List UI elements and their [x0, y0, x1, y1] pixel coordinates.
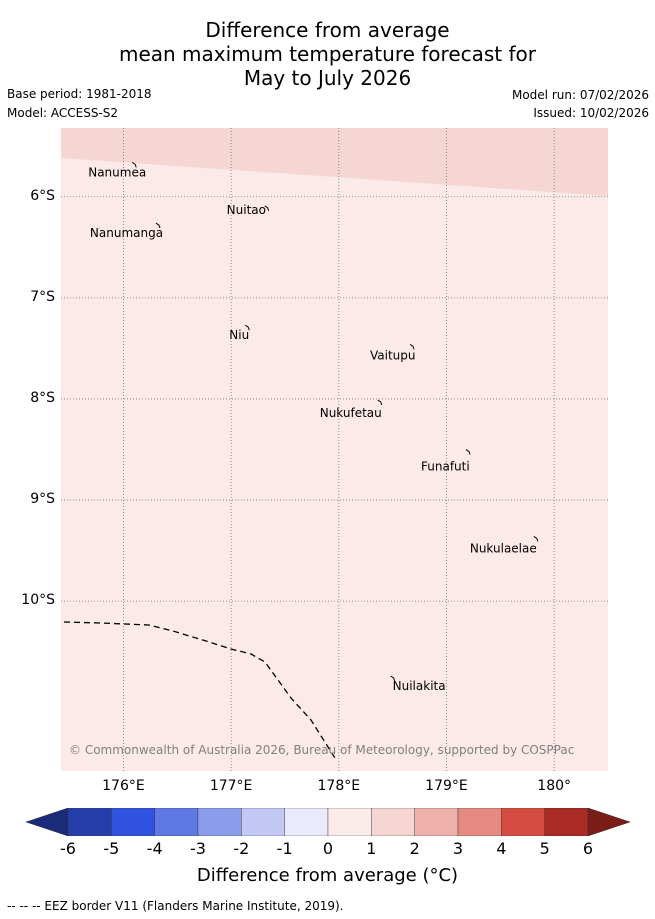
- colorbar-cell: [111, 808, 155, 836]
- lat-tick-label: 9°S: [30, 491, 55, 508]
- island-label: Nanumanga: [90, 226, 163, 240]
- base-period: Base period: 1981-2018: [7, 87, 152, 101]
- copyright-text: © Commonwealth of Australia 2026, Bureau…: [69, 743, 574, 757]
- region-anomaly-0-to-1: [61, 128, 608, 771]
- forecast-map: Nanumea Nuitao Nanumanga Niu Vaitupu Nukufeta…: [61, 128, 608, 771]
- colorbar-over-arrow: [587, 808, 630, 836]
- colorbar: [26, 808, 630, 836]
- model-run: Model run: 07/02/2026: [511, 88, 649, 102]
- colorbar-tick-label: -1: [276, 839, 293, 858]
- island-label: Nukulaelae: [470, 541, 537, 555]
- lon-tick-label: 177°E: [209, 778, 253, 794]
- colorbar-cell: [67, 808, 112, 836]
- island-group: Nanumea Nuitao Nanumanga Niu Vaitupu Nukufeta…: [88, 161, 539, 693]
- island-label: Vaitupu: [370, 348, 416, 362]
- lon-tick-label: 178°E: [317, 778, 361, 794]
- colorbar-tick-label: 6: [582, 839, 594, 858]
- lon-tick-label: 180°: [537, 778, 572, 794]
- region-anomaly-1-to-2: [61, 128, 608, 196]
- colorbar-cell: [241, 808, 285, 836]
- colorbar-tick-label: 0: [322, 839, 334, 858]
- issued-date: Issued: 10/02/2026: [533, 106, 649, 120]
- island-label: Nuitao: [227, 203, 266, 217]
- colorbar-cell: [457, 808, 502, 836]
- island-shape: [409, 343, 415, 350]
- island-shape: [377, 399, 383, 406]
- colorbar-tick-label: -6: [60, 839, 76, 858]
- island-label: Nanumea: [88, 165, 146, 179]
- island-label: Funafuti: [421, 460, 470, 474]
- colorbar-cell: [544, 808, 589, 836]
- colorbar-tick-label: 2: [409, 839, 420, 858]
- title-line-2: mean maximum temperature forecast for: [118, 42, 536, 66]
- colorbar-tick-label: -5: [103, 839, 120, 858]
- island-shape: [465, 449, 471, 455]
- colorbar-cell: [154, 808, 199, 836]
- colorbar-tick-label: -3: [190, 839, 206, 858]
- island-shape: [245, 324, 250, 331]
- colorbar-under-arrow: [26, 808, 69, 836]
- colorbar-tick-label: -4: [146, 839, 163, 858]
- eez-legend: -- -- -- EEZ border V11 (Flanders Marine…: [7, 899, 344, 913]
- lat-tick-label: 6°S: [30, 187, 55, 204]
- map-gridlines: [61, 128, 608, 771]
- lat-tick-label: 7°S: [30, 288, 55, 305]
- title-line-1: Difference from average: [205, 18, 450, 42]
- island-shape: [390, 675, 396, 682]
- colorbar-tick-label: 5: [539, 839, 550, 858]
- island-label: Niu: [229, 328, 249, 342]
- island-label: Nuilakita: [393, 679, 446, 693]
- lon-tick-label: 179°E: [425, 778, 468, 794]
- island-shape: [533, 536, 539, 542]
- eez-border: [63, 621, 336, 759]
- lon-tick-label: 176°E: [102, 778, 145, 794]
- colorbar-tick-label: 3: [452, 839, 464, 858]
- island-shape: [131, 161, 137, 168]
- colorbar-tick-label: 4: [496, 839, 507, 858]
- model-name: Model: ACCESS-S2: [7, 106, 119, 120]
- colorbar-cell: [284, 808, 329, 836]
- lat-tick-label: 8°S: [30, 389, 55, 406]
- colorbar-tick-label: -2: [233, 839, 250, 858]
- colorbar-cell: [501, 808, 545, 836]
- colorbar-tick-label: 1: [366, 839, 377, 858]
- colorbar-cells: [67, 808, 589, 836]
- colorbar-title: Difference from average (°C): [196, 865, 459, 886]
- island-shape: [155, 222, 161, 229]
- colorbar-cell: [197, 808, 242, 836]
- title-line-3: May to July 2026: [243, 66, 412, 90]
- island-label: Nukufetau: [320, 406, 382, 420]
- colorbar-cell: [414, 808, 459, 836]
- island-shape: [264, 205, 270, 212]
- lat-tick-label: 10°S: [21, 592, 55, 609]
- colorbar-cell: [327, 808, 372, 836]
- colorbar-cell: [371, 808, 415, 836]
